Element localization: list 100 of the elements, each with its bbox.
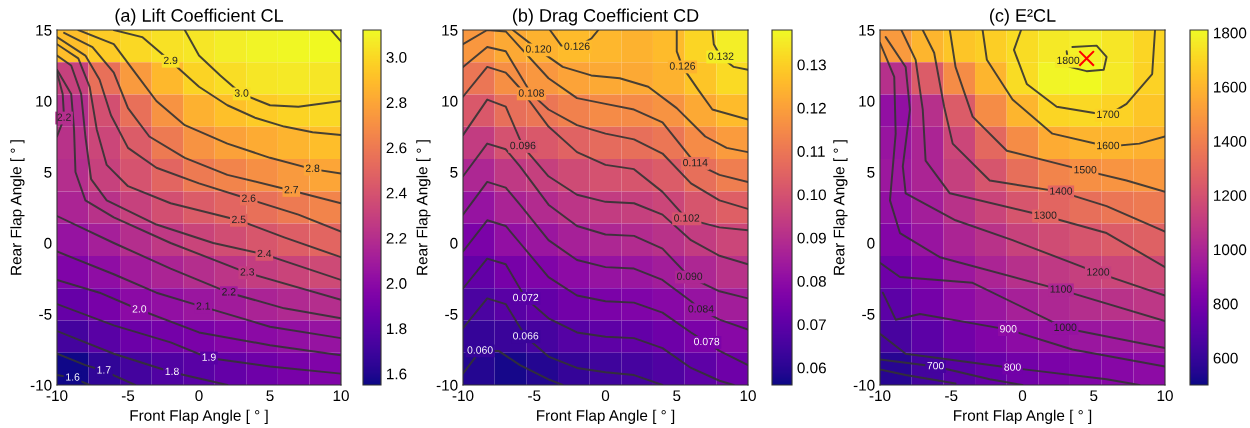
y-tick-label: 15 xyxy=(859,25,875,36)
annotation: 1300 xyxy=(1034,211,1057,219)
color-bar-label: 1000 xyxy=(1214,244,1247,256)
annotation: 0.090 xyxy=(676,272,703,280)
x-axis-title: Front Flap Angle [ ° ] xyxy=(130,409,268,424)
annotation: 0.066 xyxy=(513,332,539,340)
y-tick-label: -5 xyxy=(445,309,458,320)
x-axis-title: Front Flap Angle [ ° ] xyxy=(954,409,1092,424)
annotation: 2.4 xyxy=(257,249,272,258)
color-bar-label: 0.06 xyxy=(797,362,826,374)
annotation: 2.9 xyxy=(163,56,178,65)
color-bar-label: 2.0 xyxy=(386,278,407,289)
annotation: 1200 xyxy=(1087,268,1110,276)
color-bar-label: 1800 xyxy=(1214,27,1247,39)
annotation: 2.2 xyxy=(57,113,71,121)
annotation: 0.072 xyxy=(513,293,539,302)
color-bar-label: 1.8 xyxy=(387,323,407,335)
x-tick-label: -5 xyxy=(121,390,135,402)
annotation: 1100 xyxy=(1050,285,1072,293)
annotation: 0.126 xyxy=(564,42,590,50)
x-tick-label: 0 xyxy=(195,390,203,402)
chart-title: (a) Lift Coefficient CL xyxy=(115,8,284,26)
x-tick-label: 5 xyxy=(1090,390,1098,402)
y-axis-title: Rear Flap Angle [ ° ] xyxy=(833,140,848,275)
color-bar-label: 2.2 xyxy=(386,232,407,244)
color-bar-label: 1600 xyxy=(1214,81,1247,93)
annotation: 1.6 xyxy=(66,373,80,381)
annotation: 1400 xyxy=(1050,187,1073,195)
y-tick-label: -10 xyxy=(30,379,52,391)
annotation: 1.8 xyxy=(165,367,179,376)
color-bar-label: 0.09 xyxy=(797,232,826,244)
annotation: 2.6 xyxy=(241,194,256,202)
annotation: 1.9 xyxy=(202,353,216,361)
annotation: 0.096 xyxy=(510,141,536,150)
y-tick-label: 5 xyxy=(450,167,458,178)
y-tick-label: -10 xyxy=(853,379,875,391)
annotation: 1000 xyxy=(1054,323,1077,331)
y-tick-label: 0 xyxy=(450,237,458,249)
color-bar-label: 3.0 xyxy=(386,52,407,63)
annotation: 0.108 xyxy=(518,89,544,97)
x-tick-label: 5 xyxy=(673,390,681,402)
x-tick-label: 0 xyxy=(1018,390,1027,402)
y-tick-label: 10 xyxy=(36,95,52,107)
annotation: 800 xyxy=(1004,363,1021,371)
annotation: 900 xyxy=(1000,325,1017,333)
color-bar-label: 0.11 xyxy=(797,146,825,157)
color-bar-label: 0.12 xyxy=(797,102,826,114)
annotation: 0.132 xyxy=(708,52,734,60)
annotation: 2.5 xyxy=(232,215,246,224)
color-bar-label: 1400 xyxy=(1214,135,1247,147)
x-tick-label: 10 xyxy=(333,390,349,402)
annotation: 1600 xyxy=(1097,141,1120,150)
color-bar-label: 0.13 xyxy=(797,59,826,71)
y-tick-label: 0 xyxy=(44,237,52,249)
annotation: 0.126 xyxy=(669,62,696,70)
x-axis-title: Front Flap Angle [ ° ] xyxy=(537,409,675,424)
color-bar-label: 600 xyxy=(1213,352,1238,364)
y-axis-title: Rear Flap Angle [ ° ] xyxy=(10,140,25,275)
x-tick-label: 10 xyxy=(1157,390,1173,402)
color-bar-label: 0.07 xyxy=(797,319,826,331)
color-bar-label: 2.8 xyxy=(386,97,407,109)
y-axis-title: Rear Flap Angle [ ° ] xyxy=(416,140,431,275)
x-tick-label: 10 xyxy=(740,390,756,402)
x-tick-label: 0 xyxy=(601,390,610,402)
y-tick-label: 5 xyxy=(44,167,52,178)
annotation: 2.2 xyxy=(222,288,236,296)
annotation: 1700 xyxy=(1097,110,1120,118)
annotation: 1800 xyxy=(1057,56,1080,65)
annotation: 2.3 xyxy=(240,268,255,276)
x-tick-label: -5 xyxy=(528,390,541,402)
y-tick-label: 15 xyxy=(36,25,52,36)
y-tick-label: 10 xyxy=(859,95,875,107)
color-bar-label: 1.6 xyxy=(387,368,407,380)
y-tick-label: -5 xyxy=(862,309,875,320)
annotation: 3.0 xyxy=(234,89,249,97)
annotation: 700 xyxy=(927,361,944,370)
color-bar-label: 2.6 xyxy=(386,142,407,154)
annotation: 0.060 xyxy=(467,346,493,354)
annotation: 0.120 xyxy=(525,45,552,53)
y-tick-label: -5 xyxy=(39,309,52,320)
annotation: 0.114 xyxy=(683,158,708,167)
y-tick-label: 10 xyxy=(442,95,458,107)
color-bar-label: 800 xyxy=(1213,298,1238,310)
annotation: 0.084 xyxy=(688,305,714,313)
chart-title: (b) Drag Coefficient CD xyxy=(512,8,699,26)
annotation: 1.7 xyxy=(97,366,111,374)
y-tick-label: 0 xyxy=(867,237,875,249)
color-bar-label: 0.08 xyxy=(797,275,826,287)
x-tick-label: -5 xyxy=(945,390,958,402)
color-bar-label: 1200 xyxy=(1214,190,1247,201)
annotation: 0.102 xyxy=(674,214,700,222)
color-bar-label: 2.4 xyxy=(386,187,407,199)
y-tick-label: 5 xyxy=(867,167,875,178)
annotation: 2.7 xyxy=(284,185,299,194)
annotation: 2.0 xyxy=(132,305,147,313)
annotation: 0.078 xyxy=(694,337,720,346)
y-tick-label: 15 xyxy=(442,25,458,36)
color-bar-label: 0.10 xyxy=(797,189,826,201)
y-tick-label: -10 xyxy=(436,379,458,391)
x-tick-label: 5 xyxy=(266,390,274,402)
